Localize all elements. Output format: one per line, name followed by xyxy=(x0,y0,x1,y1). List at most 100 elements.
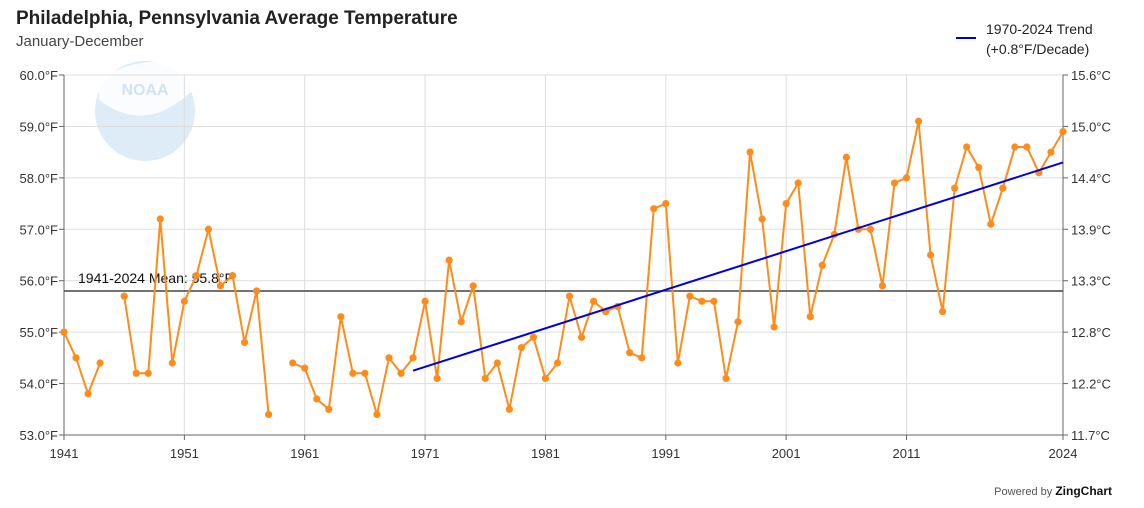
legend-trend-label-line2: (+0.8°F/Decade) xyxy=(986,41,1090,57)
data-point xyxy=(252,287,261,295)
data-point xyxy=(469,282,477,290)
x-tick-label: 2001 xyxy=(772,446,801,461)
axes: 53.0°F 11.7°C 54.0°F 12.2°C 55.0°F 12.8°C 56.0… xyxy=(20,68,1111,461)
x-tick-label: 1991 xyxy=(651,446,680,461)
data-point xyxy=(289,359,297,367)
y-tick-label-right: 11.7°C xyxy=(1071,428,1110,443)
data-point xyxy=(806,313,814,321)
data-point xyxy=(987,220,995,228)
y-tick-label-right: 13.3°C xyxy=(1071,274,1111,289)
x-tick-label: 1981 xyxy=(531,446,560,461)
data-point xyxy=(445,256,453,264)
chart-title: Philadelphia, Pennsylvania Average Tempe… xyxy=(16,8,458,29)
data-point xyxy=(433,374,441,383)
y-tick-label-left: 53.0°F xyxy=(20,428,59,443)
data-point xyxy=(132,369,140,377)
series-segment xyxy=(292,121,1064,415)
data-point xyxy=(866,225,875,233)
data-point xyxy=(927,251,935,259)
data-point xyxy=(662,199,670,208)
series-line xyxy=(60,117,1067,419)
data-point xyxy=(686,292,694,300)
y-tick-label-right: 13.9°C xyxy=(1071,222,1111,237)
data-point xyxy=(240,338,249,347)
data-point xyxy=(914,117,923,125)
data-point xyxy=(999,184,1007,192)
y-tick-label-right: 12.2°C xyxy=(1071,377,1111,392)
data-point xyxy=(842,153,850,161)
x-tick-label: 1961 xyxy=(290,446,319,461)
chart-subtitle: January-December xyxy=(16,33,144,50)
data-point xyxy=(265,410,273,419)
data-point xyxy=(505,405,513,413)
powered-by[interactable]: Powered by ZingChart xyxy=(994,484,1112,498)
data-point xyxy=(96,359,104,367)
data-point xyxy=(180,297,188,305)
data-point xyxy=(890,179,899,187)
logo-text: NOAA xyxy=(121,82,169,99)
data-point xyxy=(589,297,598,305)
series-segment xyxy=(123,218,270,415)
data-point xyxy=(878,282,887,290)
data-point xyxy=(674,359,682,367)
data-point xyxy=(144,369,152,377)
y-tick-label-right: 14.4°C xyxy=(1071,171,1111,186)
data-point xyxy=(349,369,357,377)
x-tick-label: 1951 xyxy=(170,446,199,461)
data-point xyxy=(361,369,369,377)
data-point xyxy=(577,333,586,341)
data-point xyxy=(60,328,68,336)
data-point xyxy=(493,359,501,367)
data-point xyxy=(638,354,646,362)
data-point xyxy=(325,405,333,413)
series-segment xyxy=(63,331,102,397)
y-tick-label-left: 57.0°F xyxy=(20,222,59,237)
data-point xyxy=(734,318,742,326)
data-point xyxy=(626,349,634,357)
legend-trend-label: 1970-2024 Trend (+0.8°F/Decade) xyxy=(986,19,1144,59)
data-point xyxy=(120,292,128,300)
y-tick-label-right: 15.6°C xyxy=(1071,68,1111,83)
data-point xyxy=(457,318,465,326)
data-point xyxy=(385,354,393,362)
data-point xyxy=(746,148,754,156)
data-point xyxy=(902,174,911,182)
data-point xyxy=(373,410,381,419)
legend-trend-label-line1: 1970-2024 Trend xyxy=(986,21,1093,37)
data-point xyxy=(710,297,718,305)
data-point xyxy=(722,374,730,383)
data-point xyxy=(951,184,959,192)
data-point xyxy=(301,364,309,372)
data-point xyxy=(1011,143,1019,151)
data-point xyxy=(517,343,525,352)
data-point xyxy=(939,307,947,316)
data-point xyxy=(409,354,417,362)
data-point xyxy=(72,354,80,362)
trend-line-stroke xyxy=(412,161,1064,372)
data-point xyxy=(313,395,321,403)
data-point xyxy=(782,199,790,208)
y-tick-label-left: 60.0°F xyxy=(20,68,59,83)
y-tick-label-left: 54.0°F xyxy=(20,377,59,392)
noaa-logo-icon: NOAA xyxy=(95,61,195,161)
y-tick-label-right: 15.0°C xyxy=(1071,119,1111,134)
data-point xyxy=(337,313,345,321)
data-point xyxy=(1047,148,1055,156)
data-point xyxy=(529,333,538,341)
data-point xyxy=(794,179,802,187)
data-point xyxy=(204,225,213,233)
data-point xyxy=(156,215,164,223)
data-point xyxy=(1059,127,1067,136)
y-tick-label-left: 55.0°F xyxy=(20,325,59,340)
data-point xyxy=(216,282,225,290)
x-tick-label: 2024 xyxy=(1049,446,1078,461)
y-tick-label-left: 58.0°F xyxy=(20,171,59,186)
data-point xyxy=(1023,143,1031,151)
data-point xyxy=(758,215,766,223)
data-point xyxy=(84,390,92,398)
trend-line xyxy=(412,161,1064,372)
y-tick-label-left: 59.0°F xyxy=(20,119,59,134)
data-point xyxy=(818,261,826,269)
y-tick-label-left: 56.0°F xyxy=(20,274,59,289)
